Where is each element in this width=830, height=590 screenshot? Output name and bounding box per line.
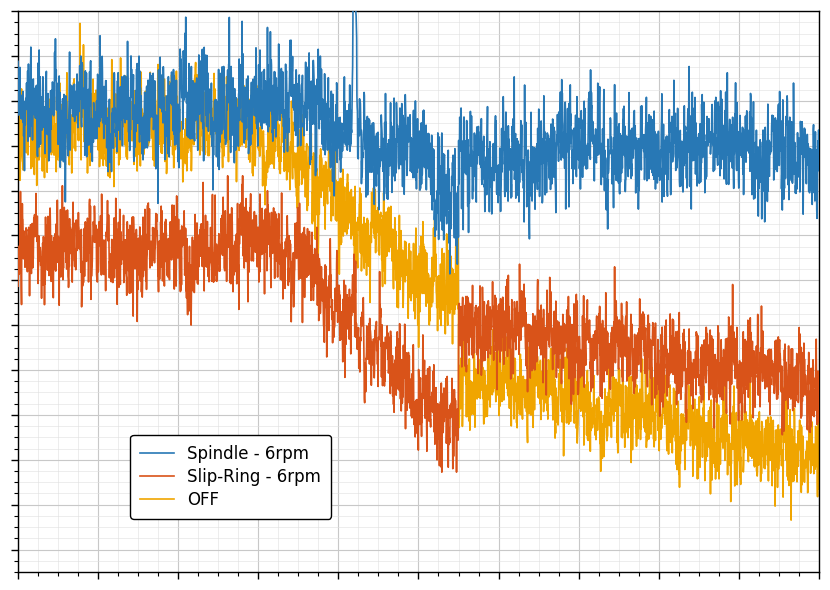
Slip-Ring - 6rpm [237,172,247,179]
Spindle - 6rpm [814,159,824,166]
Spindle - 6rpm [152,124,162,131]
Slip-Ring - 6rpm [105,274,115,281]
OFF [105,165,115,172]
Line: OFF: OFF [18,24,819,520]
Slip-Ring - 6rpm [152,232,162,239]
Legend: Spindle - 6rpm, Slip-Ring - 6rpm, OFF: Spindle - 6rpm, Slip-Ring - 6rpm, OFF [130,435,331,519]
Slip-Ring - 6rpm [320,301,330,309]
OFF [75,20,85,27]
OFF [320,180,330,187]
OFF [712,436,722,443]
Slip-Ring - 6rpm [814,402,824,409]
OFF [814,486,824,493]
Slip-Ring - 6rpm [437,468,447,476]
Spindle - 6rpm [445,270,455,277]
Spindle - 6rpm [355,98,365,105]
Slip-Ring - 6rpm [712,358,722,365]
Line: Slip-Ring - 6rpm: Slip-Ring - 6rpm [18,176,819,472]
OFF [786,517,796,524]
Slip-Ring - 6rpm [355,343,365,350]
OFF [152,158,162,165]
Spindle - 6rpm [798,139,808,146]
Slip-Ring - 6rpm [13,283,23,290]
Spindle - 6rpm [712,156,722,163]
OFF [355,224,365,231]
OFF [13,141,23,148]
Spindle - 6rpm [105,96,115,103]
Spindle - 6rpm [320,151,330,158]
Slip-Ring - 6rpm [798,363,808,370]
Line: Spindle - 6rpm: Spindle - 6rpm [18,0,819,274]
OFF [798,463,808,470]
Spindle - 6rpm [13,58,23,65]
